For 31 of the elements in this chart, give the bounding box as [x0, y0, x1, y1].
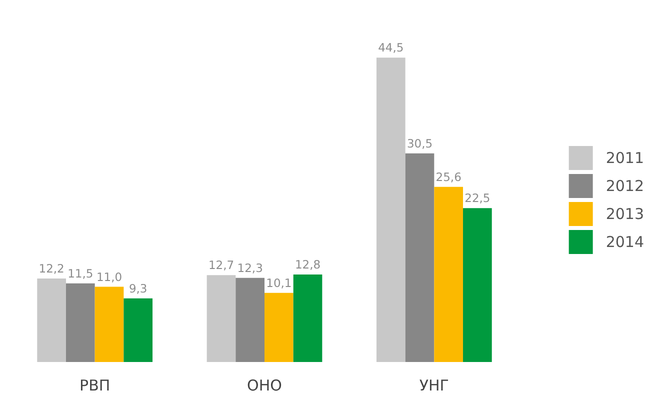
bar [293, 274, 322, 362]
data-label: 30,5 [406, 136, 433, 150]
bar [37, 278, 66, 362]
bar [405, 153, 434, 362]
data-label: 22,5 [464, 191, 490, 206]
data-label: 10,1 [266, 276, 292, 290]
bar [434, 186, 464, 362]
bar [463, 208, 492, 362]
data-label: 11,5 [68, 266, 94, 280]
bar [66, 283, 95, 362]
bar [236, 278, 264, 362]
bar [94, 286, 124, 362]
data-label: 12,3 [237, 260, 263, 275]
legend-label: 2012 [606, 177, 644, 195]
data-label: 12,8 [294, 257, 321, 272]
legend-label: 2013 [606, 205, 644, 223]
data-label: 44,5 [378, 40, 404, 55]
x-tick-label: УНГ [419, 376, 449, 394]
x-tick-label: РВП [80, 376, 110, 394]
bar [264, 292, 294, 362]
data-label: 9,3 [128, 281, 148, 296]
x-tick-label: ОНО [247, 376, 282, 394]
data-label: 12,7 [208, 258, 234, 272]
legend-label: 2011 [606, 149, 644, 167]
data-label: 11,0 [96, 270, 122, 284]
bar [206, 275, 236, 362]
data-label: 12,2 [38, 262, 64, 276]
bar [124, 298, 153, 362]
bar [376, 58, 406, 362]
legend-label: 2014 [606, 233, 644, 251]
data-label: 25,6 [436, 170, 462, 184]
